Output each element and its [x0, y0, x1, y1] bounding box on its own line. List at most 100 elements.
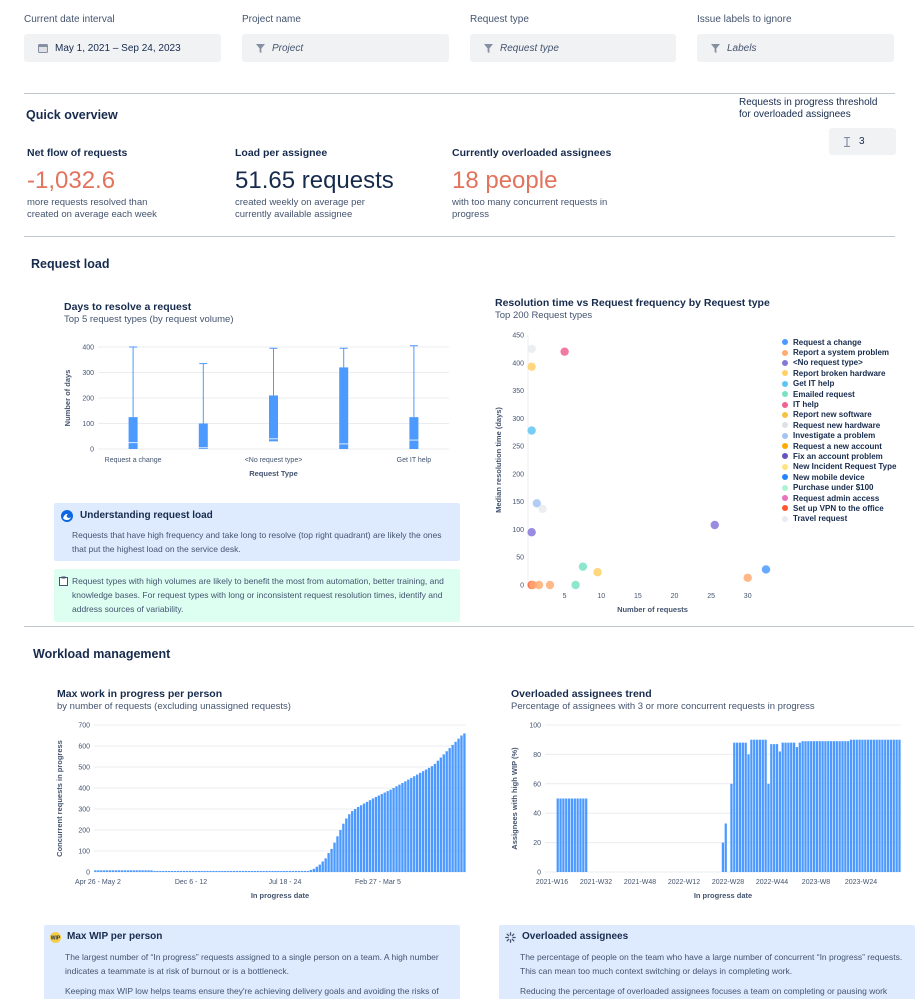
bar [392, 788, 395, 872]
wip-chart-subtitle: by number of requests (excluding unassig… [57, 701, 291, 712]
date-interval-picker[interactable]: May 1, 2021 – Sep 24, 2023 [24, 34, 221, 62]
bar [892, 739, 895, 872]
legend-item[interactable]: Report broken hardware [782, 368, 896, 378]
filter-icon [711, 43, 720, 53]
bar [280, 870, 283, 872]
bar [256, 870, 259, 872]
bar [265, 870, 268, 872]
bar [579, 798, 582, 872]
request-type-filter[interactable]: Request type [470, 34, 676, 62]
x-tick-label: Feb 27 - Mar 5 [355, 879, 401, 886]
panel-text: Request types with high volumes are like… [72, 576, 444, 614]
box [198, 423, 208, 449]
scatter-point [743, 573, 752, 582]
bar [421, 771, 425, 872]
legend-item[interactable]: Investigate a problem [782, 431, 896, 441]
bar [881, 739, 884, 872]
bar [864, 739, 867, 872]
legend-item[interactable]: Report new software [782, 410, 896, 420]
legend-item[interactable]: New Incident Request Type [782, 462, 896, 472]
clipboard-icon [59, 576, 68, 586]
bar [339, 830, 342, 872]
bar [567, 798, 571, 872]
bar [244, 870, 248, 872]
bar [117, 870, 121, 872]
bar [395, 786, 398, 872]
bar [875, 739, 878, 872]
legend-item[interactable]: Request a new account [782, 441, 896, 451]
y-tick-label: 40 [533, 811, 541, 818]
bar [159, 870, 162, 872]
bar [778, 751, 781, 872]
x-tick-label: 2021-W32 [580, 879, 612, 886]
bar [315, 866, 318, 872]
bar [356, 806, 360, 872]
y-tick-label: 100 [78, 849, 90, 856]
metric-value: 18 people [452, 167, 558, 194]
bar [824, 741, 827, 872]
bar [798, 742, 801, 872]
threshold-value: 3 [859, 136, 865, 147]
legend-item[interactable]: Travel request [782, 514, 896, 524]
bar [790, 742, 793, 872]
legend-item[interactable]: Report a system problem [782, 347, 896, 357]
bar [889, 739, 893, 872]
legend-item[interactable]: <No request type> [782, 358, 896, 368]
legend-item[interactable]: Request new hardware [782, 420, 896, 430]
bar [318, 864, 321, 872]
scatter-legend: Request a change Report a system problem <… [782, 337, 896, 524]
panel-text: Reducing the percentage of overloaded as… [520, 986, 888, 996]
x-axis-label: In progress date [694, 891, 752, 900]
y-axis-label: Number of days [63, 370, 72, 427]
scatter-point [761, 565, 771, 574]
bar [120, 870, 124, 872]
bar [895, 739, 898, 872]
bar [858, 739, 861, 872]
legend-item[interactable]: Get IT help [782, 379, 896, 389]
legend-item[interactable]: Set up VPN to the office [782, 503, 896, 513]
bar [898, 739, 901, 872]
legend-item[interactable]: Emailed request [782, 389, 896, 399]
bar [194, 870, 197, 872]
y-tick-label: 600 [78, 744, 90, 751]
bar [841, 741, 844, 872]
bar [884, 739, 887, 872]
bar [867, 739, 870, 872]
bar [170, 870, 174, 872]
bar [832, 741, 836, 872]
y-tick-label: 150 [512, 499, 524, 506]
bar [585, 798, 588, 872]
project-filter[interactable]: Project [242, 34, 449, 62]
bar [371, 798, 375, 872]
bar [413, 776, 416, 872]
bar [855, 739, 858, 872]
labels-filter[interactable]: Labels [697, 34, 894, 62]
days-chart-title: Days to resolve a request [64, 301, 192, 313]
bar [775, 744, 779, 872]
bar [818, 741, 821, 872]
threshold-label: Requests in progress threshold for overl… [739, 97, 878, 120]
legend-item[interactable]: Purchase under $100 [782, 482, 896, 492]
legend-item[interactable]: Fix an account problem [782, 451, 896, 461]
bar [744, 742, 747, 872]
bar [761, 739, 764, 872]
legend-item[interactable]: Request admin access [782, 493, 896, 503]
bar [292, 870, 295, 872]
bar [758, 739, 762, 872]
legend-swatch [782, 380, 788, 387]
bar [773, 744, 776, 872]
legend-item[interactable]: New mobile device [782, 472, 896, 482]
bar [253, 870, 256, 872]
bar [559, 798, 562, 872]
metric-desc: more requests resolved than created on a… [27, 197, 157, 220]
legend-swatch [782, 484, 788, 491]
threshold-input[interactable]: 3 [829, 128, 896, 155]
legend-swatch [782, 401, 788, 408]
legend-item[interactable]: IT help [782, 399, 896, 409]
y-tick-label: 0 [537, 870, 541, 877]
workload-management-title: Workload management [33, 647, 171, 661]
scatter-point [710, 520, 719, 530]
bar [767, 783, 770, 872]
legend-item[interactable]: Request a change [782, 337, 896, 347]
bar [232, 870, 236, 872]
